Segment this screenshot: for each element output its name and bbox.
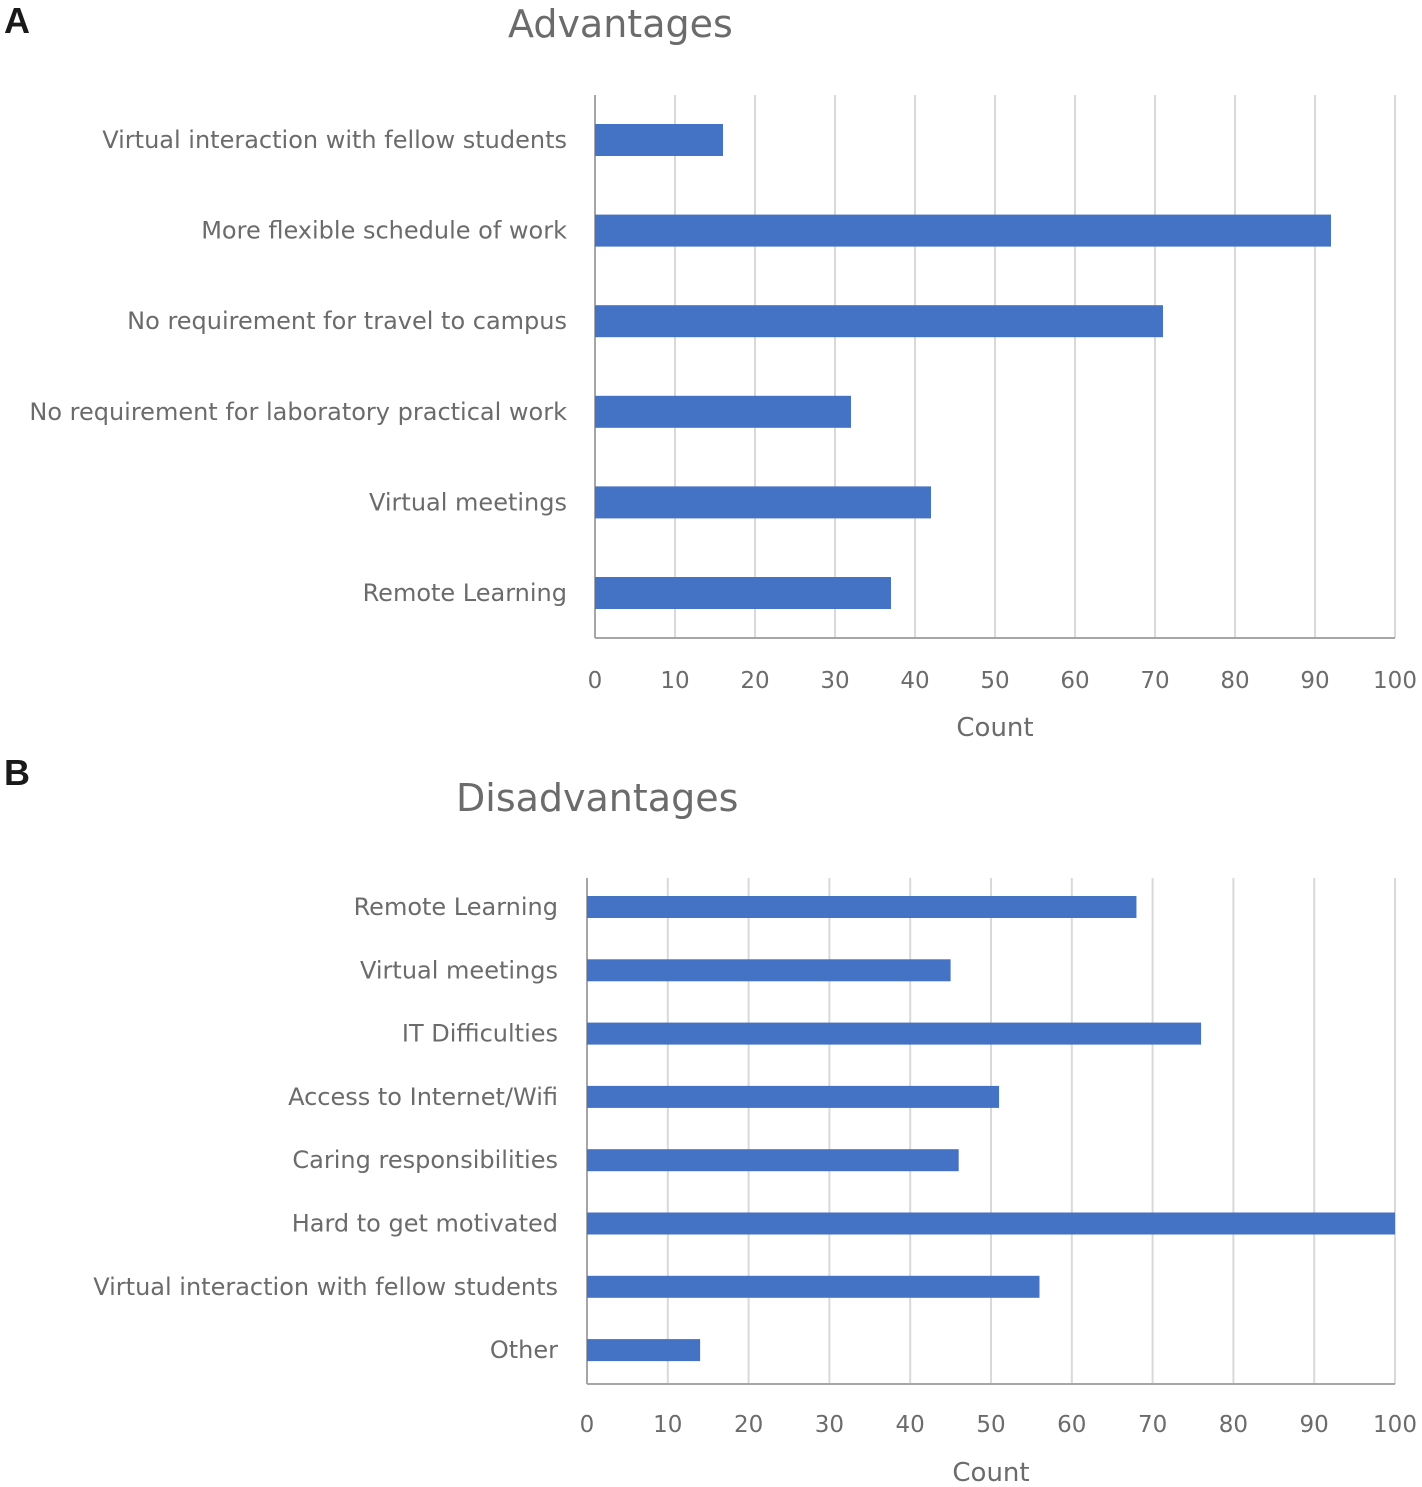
chart-b-bar-6 bbox=[587, 1275, 1040, 1298]
panel-a-letter: A bbox=[4, 0, 30, 41]
chart-a-title: Advantages bbox=[508, 2, 733, 46]
chart-a-tick-label-90: 90 bbox=[1300, 668, 1329, 694]
chart-a-tick-label-60: 60 bbox=[1060, 668, 1089, 694]
chart-a-tick-label-100: 100 bbox=[1373, 668, 1417, 694]
chart-a-category-label-0: Virtual interaction with fellow students bbox=[102, 126, 567, 154]
chart-b-tick-label-40: 40 bbox=[896, 1412, 925, 1438]
chart-a-bar-4 bbox=[595, 486, 931, 519]
chart-b-category-label-7: Other bbox=[490, 1336, 558, 1364]
chart-b-category-label-2: IT Difficulties bbox=[402, 1020, 558, 1048]
chart-b-bar-7 bbox=[587, 1339, 701, 1362]
chart-a-tick-label-40: 40 bbox=[900, 668, 929, 694]
panel-b-letter: B bbox=[4, 752, 30, 793]
chart-b-tick-label-100: 100 bbox=[1373, 1412, 1417, 1438]
chart-a-category-label-5: Remote Learning bbox=[363, 579, 567, 607]
chart-b-category-label-1: Virtual meetings bbox=[360, 956, 558, 984]
chart-b-tick-label-90: 90 bbox=[1300, 1412, 1329, 1438]
chart-a-category-label-4: Virtual meetings bbox=[369, 488, 567, 516]
chart-b-category-label-6: Virtual interaction with fellow students bbox=[93, 1273, 558, 1301]
chart-b-category-label-0: Remote Learning bbox=[354, 893, 558, 921]
chart-b-title: Disadvantages bbox=[456, 776, 739, 820]
chart-a-bar-1 bbox=[595, 214, 1331, 247]
chart-a-tick-label-10: 10 bbox=[660, 668, 689, 694]
chart-b-tick-label-60: 60 bbox=[1057, 1412, 1086, 1438]
chart-b-tick-label-20: 20 bbox=[734, 1412, 763, 1438]
chart-a-tick-label-20: 20 bbox=[740, 668, 769, 694]
chart-b-category-label-3: Access to Internet/Wifi bbox=[288, 1083, 558, 1111]
chart-a-category-label-2: No requirement for travel to campus bbox=[127, 307, 567, 335]
chart-b-x-axis-label: Count bbox=[952, 1458, 1029, 1487]
chart-a-tick-label-30: 30 bbox=[820, 668, 849, 694]
chart-a-x-axis-label: Count bbox=[956, 713, 1033, 743]
chart-a-tick-label-80: 80 bbox=[1220, 668, 1249, 694]
chart-b-bar-4 bbox=[587, 1149, 959, 1172]
chart-b-category-label-4: Caring responsibilities bbox=[292, 1146, 558, 1174]
chart-b-tick-label-70: 70 bbox=[1138, 1412, 1167, 1438]
chart-b-tick-label-50: 50 bbox=[976, 1412, 1005, 1438]
chart-a-bar-3 bbox=[595, 395, 851, 428]
chart-b-tick-label-0: 0 bbox=[580, 1412, 595, 1438]
chart-a-bar-2 bbox=[595, 305, 1163, 338]
chart-b-bar-3 bbox=[587, 1085, 1000, 1108]
chart-a-tick-label-50: 50 bbox=[980, 668, 1009, 694]
chart-b-tick-label-80: 80 bbox=[1219, 1412, 1248, 1438]
chart-b-category-label-5: Hard to get motivated bbox=[292, 1210, 558, 1238]
chart-a-tick-label-70: 70 bbox=[1140, 668, 1169, 694]
chart-a-category-label-3: No requirement for laboratory practical … bbox=[29, 398, 567, 426]
chart-a-category-label-1: More flexible schedule of work bbox=[201, 217, 567, 245]
chart-a-tick-label-0: 0 bbox=[588, 668, 603, 694]
chart-a-bar-0 bbox=[595, 124, 723, 156]
chart-a-bar-5 bbox=[595, 577, 891, 609]
chart-b-bar-5 bbox=[587, 1212, 1395, 1235]
chart-b-bar-2 bbox=[587, 1022, 1202, 1045]
chart-b-tick-label-30: 30 bbox=[815, 1412, 844, 1438]
chart-b-tick-label-10: 10 bbox=[653, 1412, 682, 1438]
chart-b-bar-0 bbox=[587, 896, 1137, 918]
chart-b-bar-1 bbox=[587, 959, 951, 982]
